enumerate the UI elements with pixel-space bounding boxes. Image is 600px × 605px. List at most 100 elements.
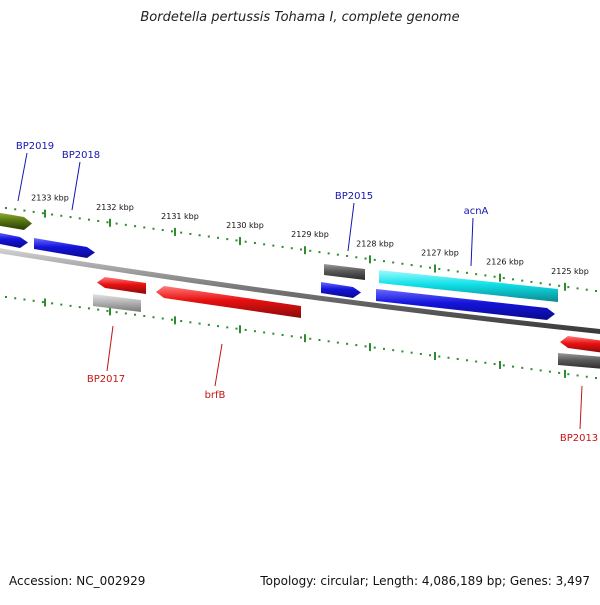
minor-tick xyxy=(207,235,210,238)
minor-tick xyxy=(502,277,505,280)
minor-tick xyxy=(226,238,229,241)
minor-tick xyxy=(152,316,155,319)
minor-tick xyxy=(23,298,26,301)
minor-tick xyxy=(51,302,54,305)
minor-tick xyxy=(539,369,542,372)
gene-bp2017-arrow xyxy=(97,277,146,294)
genome-summary-text: Topology: circular; Length: 4,086,189 bp… xyxy=(260,574,590,588)
minor-tick xyxy=(318,339,321,342)
minor-tick xyxy=(576,374,579,377)
minor-tick xyxy=(318,251,321,254)
minor-tick xyxy=(78,306,81,309)
minor-tick xyxy=(595,290,597,292)
minor-tick xyxy=(521,279,524,282)
minor-tick xyxy=(189,232,192,235)
minor-tick xyxy=(364,257,367,260)
minor-tick xyxy=(134,225,137,228)
minor-tick xyxy=(235,239,238,242)
major-tick xyxy=(44,298,46,307)
minor-tick xyxy=(217,236,220,239)
minor-tick xyxy=(263,243,266,246)
gene-label-bp2018: BP2018 xyxy=(62,150,100,161)
minor-tick xyxy=(198,234,201,237)
minor-tick xyxy=(429,354,432,357)
minor-tick xyxy=(180,320,183,323)
tick-label: 2128 kbp xyxy=(356,239,394,248)
minor-tick xyxy=(336,253,339,256)
tick-label: 2127 kbp xyxy=(421,248,459,257)
minor-tick xyxy=(115,311,118,314)
gene-arrow xyxy=(0,233,28,248)
minor-tick xyxy=(419,352,422,355)
major-tick xyxy=(304,334,306,343)
major-tick xyxy=(499,273,501,282)
major-tick xyxy=(44,209,46,218)
gene-label-bp2013: BP2013 xyxy=(560,433,598,444)
minor-tick xyxy=(392,261,395,264)
major-tick xyxy=(434,264,436,273)
minor-tick xyxy=(438,355,441,358)
minor-tick xyxy=(438,267,441,270)
minor-tick xyxy=(373,258,376,261)
minor-tick xyxy=(69,216,72,219)
gene-label-bp2019: BP2019 xyxy=(16,141,54,152)
minor-tick xyxy=(152,227,155,230)
major-tick xyxy=(174,316,176,325)
minor-tick xyxy=(253,242,256,245)
major-tick xyxy=(109,307,111,316)
minor-tick xyxy=(161,229,164,232)
minor-tick xyxy=(548,370,551,373)
minor-tick xyxy=(244,240,247,243)
minor-tick xyxy=(300,248,302,251)
minor-tick xyxy=(170,230,173,233)
gene-arrow xyxy=(558,353,600,369)
gene-arrow xyxy=(376,289,555,320)
major-tick xyxy=(564,369,566,378)
minor-tick xyxy=(548,283,551,286)
minor-tick xyxy=(244,328,247,331)
minor-tick xyxy=(161,317,164,320)
minor-tick xyxy=(41,301,44,304)
minor-tick xyxy=(97,219,100,222)
minor-tick xyxy=(32,210,35,213)
tick-label: 2126 kbp xyxy=(486,258,524,267)
minor-tick xyxy=(87,307,90,310)
minor-tick xyxy=(198,322,201,325)
minor-tick xyxy=(14,208,17,211)
minor-tick xyxy=(355,344,358,347)
minor-tick xyxy=(327,340,330,343)
minor-tick xyxy=(60,303,63,306)
minor-tick xyxy=(456,358,459,361)
minor-tick xyxy=(456,270,459,273)
minor-tick xyxy=(410,351,413,354)
minor-tick xyxy=(595,377,597,379)
minor-tick xyxy=(23,209,26,212)
minor-tick xyxy=(106,309,109,312)
minor-tick xyxy=(32,299,35,302)
minor-tick xyxy=(576,287,579,290)
minor-tick xyxy=(189,321,192,324)
minor-tick xyxy=(336,341,339,344)
gene-label-acna: acnA xyxy=(464,206,489,217)
major-tick xyxy=(369,343,371,352)
minor-tick xyxy=(78,217,81,220)
minor-tick xyxy=(290,247,293,250)
accession-text: Accession: NC_002929 xyxy=(9,574,146,588)
gene-label-brfb: brfB xyxy=(205,390,226,401)
minor-tick xyxy=(272,332,275,335)
minor-tick xyxy=(401,262,404,265)
gene-label-bp2015: BP2015 xyxy=(335,191,373,202)
gene-label-leader xyxy=(470,217,474,267)
minor-tick xyxy=(87,218,90,221)
minor-tick xyxy=(14,297,17,300)
minor-tick xyxy=(5,207,7,209)
minor-tick xyxy=(309,249,312,252)
major-tick xyxy=(369,255,371,264)
minor-tick xyxy=(447,269,450,272)
genome-title: Bordetella pertussis Tohama I, complete … xyxy=(140,10,460,25)
minor-tick xyxy=(475,360,478,363)
minor-tick xyxy=(493,275,496,278)
minor-tick xyxy=(327,252,330,255)
gene-label-bp2017: BP2017 xyxy=(87,374,125,385)
minor-tick xyxy=(97,308,100,311)
